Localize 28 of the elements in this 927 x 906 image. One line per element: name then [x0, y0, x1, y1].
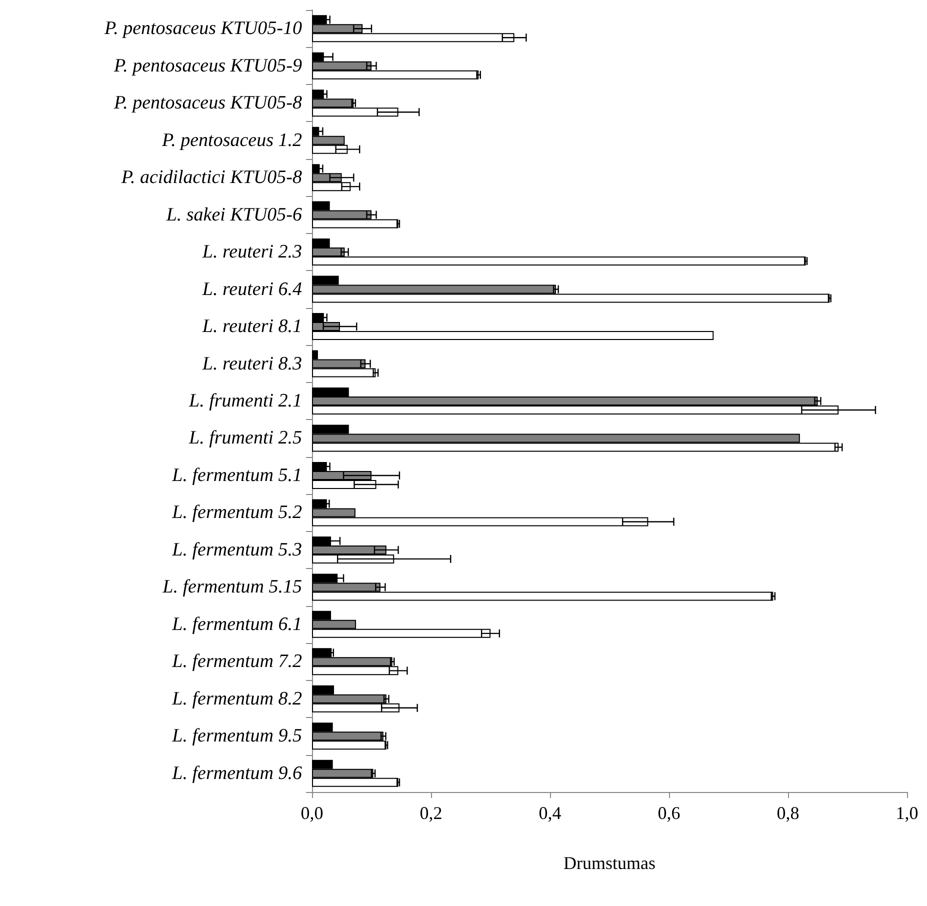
y-tick-label: L. fermentum 6.1 — [171, 614, 302, 635]
y-tick-label: L. reuteri 8.1 — [201, 316, 302, 338]
x-tick-label: 1,0 — [896, 803, 918, 823]
y-tick-label: L. fermentum 9.6 — [171, 762, 302, 784]
y-tick-label: L. frumenti 2.5 — [188, 428, 302, 449]
y-tick-label: L. fermentum 5.2 — [171, 502, 302, 524]
x-tick-label: 0,2 — [420, 803, 442, 823]
x-tick-label: 0,6 — [658, 803, 680, 823]
y-tick-label: P. pentosaceus KTU05-8 — [112, 92, 302, 114]
y-tick-label: P. pentosaceus 1.2 — [160, 130, 302, 151]
x-axis-title: Drumstumas — [564, 853, 656, 873]
y-tick-label: L. frumenti 2.1 — [188, 390, 302, 412]
y-tick-label: L. fermentum 5.3 — [171, 539, 302, 560]
y-tick-label: L. fermentum 8.2 — [171, 688, 302, 710]
y-tick-label: L. fermentum 9.5 — [171, 726, 302, 747]
y-tick-label: L. reuteri 6.4 — [201, 278, 302, 300]
y-tick-label: L. reuteri 2.3 — [201, 242, 302, 263]
x-tick-label: 0,0 — [300, 803, 324, 823]
y-tick-label: L. reuteri 8.3 — [201, 353, 302, 374]
x-tick-label: 0,4 — [538, 803, 562, 823]
y-tick-label: P. pentosaceus KTU05-10 — [103, 18, 302, 40]
y-tick-label: L. sakei KTU05-6 — [165, 204, 302, 226]
y-tick-label: L. fermentum 5.15 — [162, 576, 302, 598]
y-tick-label: P. pentosaceus KTU05-9 — [112, 55, 302, 76]
x-tick-label: 0,8 — [776, 803, 800, 823]
y-tick-label: L. fermentum 7.2 — [171, 651, 302, 672]
y-tick-label: L. fermentum 5.1 — [171, 464, 302, 486]
y-tick-label: P. acidilactici KTU05-8 — [120, 167, 302, 188]
